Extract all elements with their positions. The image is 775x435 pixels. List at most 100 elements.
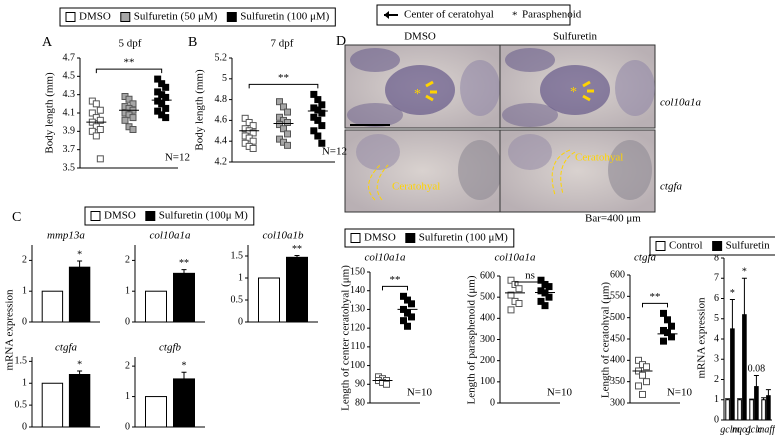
data-point	[162, 114, 170, 122]
data-point	[400, 317, 407, 325]
data-point	[96, 155, 104, 163]
legend-swatch	[90, 211, 101, 221]
legend-label: Control	[669, 240, 703, 252]
y-tick-label: 0.5	[231, 294, 244, 305]
y-tick-label: 150	[350, 266, 365, 277]
data-point	[314, 96, 322, 104]
data-point	[284, 130, 291, 138]
data-point	[314, 132, 322, 140]
error-bar	[749, 398, 755, 400]
legend-star: *	[512, 10, 518, 22]
data-point	[249, 129, 257, 137]
data-point	[121, 116, 129, 124]
bar	[754, 386, 759, 421]
error-bar	[729, 299, 735, 329]
legend-swatch	[226, 12, 237, 22]
data-point	[515, 285, 523, 293]
data-point	[408, 313, 415, 321]
data-point	[314, 116, 322, 124]
significance-label: *	[77, 249, 82, 260]
bar	[173, 272, 195, 323]
bar	[761, 399, 766, 421]
data-point	[96, 126, 104, 133]
chart-title: ctgfa	[55, 342, 77, 354]
panel-letter: A	[42, 35, 53, 50]
bar	[68, 266, 91, 323]
legend-label: Parasphenoid	[522, 9, 582, 21]
significance-bracket	[95, 68, 163, 74]
image-annotation: Ceratohyal	[392, 181, 440, 193]
y-tick-label: 2	[125, 255, 130, 266]
data-point	[545, 283, 553, 291]
y-tick-label: 5	[714, 313, 719, 324]
data-point	[400, 292, 407, 300]
y-tick-label: 350	[610, 376, 625, 387]
data-point	[158, 100, 166, 108]
bar	[286, 256, 308, 323]
x-tick-label: maff	[757, 424, 775, 435]
data-point	[129, 126, 137, 133]
row-label: ctgfa	[660, 181, 682, 193]
error-bar	[294, 255, 300, 258]
y-tick-label: 2	[22, 255, 27, 266]
significance-label: **	[124, 57, 135, 69]
bar	[173, 378, 195, 428]
error-bar	[761, 397, 767, 400]
legend-label: Sulfuretin (100μ M)	[159, 210, 248, 222]
y-tick-label: 600	[480, 270, 495, 281]
data-point	[643, 378, 650, 386]
legend-swatch	[120, 12, 131, 22]
significance-label: *	[730, 288, 735, 299]
data-point	[96, 116, 104, 124]
y-tick-label: 450	[610, 333, 625, 344]
image-panel: D Center of ceratohyal * Parasphenoid DM…	[336, 4, 701, 225]
legend-label: Sulfuretin (100 μM)	[240, 11, 329, 23]
y-tick-label: 5	[222, 73, 227, 84]
y-tick-label: 130	[350, 304, 365, 315]
y-axis-label: mRNA expression	[696, 297, 708, 378]
y-tick-label: 0	[238, 316, 243, 327]
y-tick-label: 1.5	[231, 250, 244, 261]
data-point	[125, 95, 133, 103]
data-point	[318, 101, 326, 109]
data-point	[408, 300, 415, 308]
y-tick-label: 4.5	[63, 71, 76, 82]
y-tick-label: 1	[714, 394, 719, 405]
significance-label: **	[650, 291, 661, 303]
sample-size: N=10	[667, 387, 693, 399]
legend-arrowhead	[384, 11, 389, 19]
significance-label: 0.08	[748, 364, 766, 375]
image-tile: *	[499, 44, 656, 129]
data-point	[310, 90, 318, 98]
data-point	[280, 103, 287, 111]
data-point	[284, 108, 291, 116]
error-bar	[77, 260, 83, 268]
bar	[68, 374, 91, 428]
significance-label: ns	[525, 270, 535, 282]
data-point	[545, 293, 553, 301]
chart-title: 5 dpf	[119, 38, 142, 50]
y-tick-label: 4.4	[215, 135, 228, 146]
legend-label: Sulfuretin	[726, 240, 770, 252]
error-bar	[765, 389, 771, 396]
y-tick-label: 0.5	[15, 399, 28, 410]
bar	[730, 328, 735, 421]
y-tick-label: 0	[125, 316, 130, 327]
legend-swatch	[655, 241, 666, 251]
data-point	[507, 306, 515, 314]
error-bar	[77, 370, 83, 375]
data-point	[668, 333, 675, 341]
data-point	[660, 337, 667, 345]
data-point	[404, 296, 411, 304]
image-tile: Ceratohyal	[344, 129, 502, 213]
sample-size: N=10	[547, 387, 573, 399]
image-tile: Ceratohyal	[499, 129, 656, 213]
data-point	[404, 309, 411, 317]
y-tick-label: 100	[480, 376, 495, 387]
legend-swatch	[65, 12, 76, 22]
y-tick-label: 5.2	[215, 52, 228, 63]
y-tick-label: 100	[350, 360, 365, 371]
data-point	[129, 114, 137, 122]
image-tile: *	[344, 44, 501, 129]
y-axis-label: Body length (mm)	[44, 72, 56, 154]
